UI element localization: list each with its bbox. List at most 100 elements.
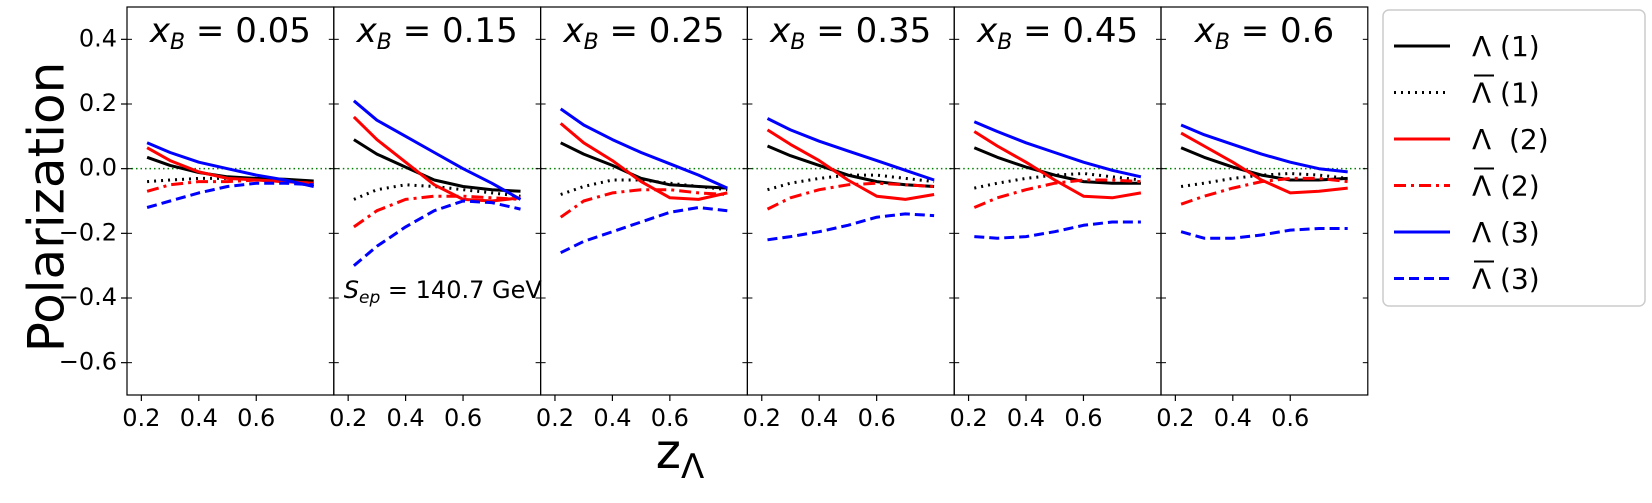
panel-title-sub: B [170, 30, 185, 55]
panels-layer: −0.6−0.4−0.20.00.20.40.2 0.4 0.6xB = 0.050… [59, 6, 1369, 432]
series-line-3 [766, 181, 935, 211]
series-line-0 [1180, 146, 1348, 182]
y-tick-label: 0.2 [79, 89, 117, 117]
y-tick-label: 0.0 [79, 154, 117, 182]
panel-title-value: = 0.15 [392, 11, 518, 51]
series-line-0 [353, 138, 521, 193]
x-tick-label: 0.2 [536, 404, 574, 432]
series-line-5 [1180, 227, 1348, 240]
legend-label-3: Λ (2) [1472, 170, 1540, 203]
x-tick-label: 0.6 [444, 404, 482, 432]
series-line-3 [559, 188, 728, 219]
panel-2: 0.2 0.4 0.6 xB = 0.25 [536, 6, 748, 432]
x-tick-label: 0.2 [122, 404, 160, 432]
panel-title-value: = 0.6 [1230, 11, 1334, 51]
panel-title: xB = 0.35 [769, 11, 931, 55]
x-tick-label: 0.4 [180, 404, 218, 432]
x-tick-label: 0.6 [1064, 404, 1102, 432]
panel-title-var: x [562, 11, 584, 51]
series-line-4 [146, 141, 315, 188]
series-line-4 [973, 120, 1142, 179]
energy-annotation-sub: ep [359, 288, 380, 308]
panel-title: xB = 0.25 [562, 11, 724, 55]
panel-title: xB = 0.05 [149, 11, 311, 55]
panel-title-sub: B [790, 30, 805, 55]
panel-frame [126, 6, 335, 396]
y-tick-label: −0.6 [59, 348, 117, 376]
series-line-5 [974, 220, 1141, 240]
x-tick-label: 0.4 [593, 404, 631, 432]
panel-title-value: = 0.05 [185, 11, 311, 51]
legend-label-1: Λ (1) [1472, 77, 1540, 110]
panel-title-var: x [1194, 11, 1216, 51]
series-line-4 [352, 99, 522, 201]
panel-frame [539, 6, 748, 396]
x-axis-label-sub: Λ [681, 447, 704, 487]
panel-4: 0.2 0.4 0.6 xB = 0.45 [949, 6, 1162, 432]
panel-title: xB = 0.6 [1194, 11, 1334, 55]
legend-label-5: Λ (3) [1472, 263, 1540, 296]
series-line-3 [973, 178, 1141, 209]
x-axis-label: zΛ [656, 424, 704, 487]
x-tick-label: 0.2 [1156, 404, 1194, 432]
panel-title-sub: B [1215, 30, 1230, 55]
panel-title-sub: B [377, 30, 392, 55]
x-tick-label: 0.6 [237, 404, 275, 432]
x-tick-label: 0.2 [949, 404, 987, 432]
panel-1: 0.2 0.4 0.6 xB = 0.15 Sep = 140.7 GeV [329, 6, 543, 432]
series-line-1 [353, 183, 521, 201]
y-tick-label: −0.2 [59, 218, 117, 246]
series-line-5 [146, 181, 314, 209]
x-tick-label: 0.4 [1214, 404, 1252, 432]
panel-frame [1160, 6, 1369, 396]
panel-3: 0.2 0.4 0.6 xB = 0.35 [743, 6, 955, 432]
series-line-2 [559, 122, 728, 201]
y-tick-label: 0.4 [79, 24, 117, 52]
energy-annotation: Sep = 140.7 GeV [344, 276, 543, 308]
panel-title: xB = 0.15 [356, 11, 518, 55]
panel-frame [333, 6, 542, 396]
x-tick-label: 0.6 [1271, 404, 1309, 432]
y-tick-label: −0.4 [59, 283, 117, 311]
panel-title-value: = 0.45 [1012, 11, 1138, 51]
energy-annotation-main: S [344, 276, 359, 304]
series-line-4 [559, 107, 728, 190]
series-line-2 [766, 128, 935, 201]
series-line-3 [146, 178, 314, 193]
legend: Λ (1) Λ (1) Λ (2) Λ (2) Λ (3) Λ (3) [1382, 9, 1646, 307]
panel-frame [746, 6, 955, 396]
series-line-2 [973, 130, 1142, 200]
series-line-1 [560, 178, 728, 196]
series-line-2 [1180, 131, 1348, 195]
x-tick-label: 0.4 [1007, 404, 1045, 432]
series-line-2 [352, 115, 521, 203]
panel-0: −0.6 −0.4 −0.2 0.0 0.2 0.4 0.2 0.4 0.6 xB = 0.05 [59, 6, 335, 432]
series-line-0 [973, 146, 1141, 185]
series-line-5 [560, 206, 728, 255]
panel-title-var: x [149, 11, 171, 51]
panel-title: xB = 0.45 [976, 11, 1138, 55]
panel-frame [953, 6, 1162, 396]
series-line-5 [352, 199, 521, 267]
x-tick-label: 0.4 [387, 404, 425, 432]
panel-5: 0.2 0.4 0.6 xB = 0.6 [1156, 6, 1369, 432]
x-tick-label: 0.2 [329, 404, 367, 432]
legend-label-0: Λ (1) [1472, 30, 1540, 63]
panel-title-value: = 0.35 [806, 11, 932, 51]
series-line-3 [353, 194, 521, 229]
panel-title-sub: B [997, 30, 1012, 55]
panel-title-var: x [356, 11, 378, 51]
panel-title-var: x [976, 11, 998, 51]
panel-title-sub: B [584, 30, 599, 55]
x-tick-label: 0.4 [800, 404, 838, 432]
series-line-4 [1180, 123, 1348, 174]
legend-label-4: Λ (3) [1472, 216, 1540, 249]
series-line-2 [146, 146, 314, 185]
x-tick-label: 0.6 [858, 404, 896, 432]
panel-title-var: x [769, 11, 791, 51]
series-line-3 [1180, 176, 1348, 206]
energy-annotation-rest: = 140.7 GeV [380, 276, 542, 304]
x-tick-label: 0.6 [651, 404, 689, 432]
series-line-5 [767, 212, 935, 242]
